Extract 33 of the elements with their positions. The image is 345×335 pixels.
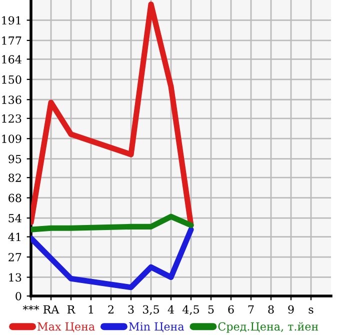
y-tick-label: 177: [2, 36, 22, 45]
x-tick-label: R: [67, 305, 76, 314]
y-tick-label: 191: [2, 16, 20, 25]
x-tick-label: 8: [268, 305, 274, 314]
y-tick-label: 150: [2, 75, 22, 84]
x-tick-label: 4,5: [182, 305, 199, 315]
x-tick-label: 9: [288, 305, 294, 314]
y-tick-label: 95: [8, 154, 22, 164]
y-tick-label: 27: [8, 252, 22, 262]
y-tick-label: 123: [2, 114, 22, 123]
y-tick-label: 68: [8, 194, 22, 202]
x-tick-label: 3: [128, 305, 134, 314]
legend-label: Сред.Цена, т.йен: [218, 322, 318, 333]
y-tick-label: 82: [8, 174, 21, 182]
y-tick-label: 136: [2, 96, 22, 104]
legend-label: Min Цена: [128, 322, 184, 332]
y-tick-label: 109: [2, 134, 22, 143]
x-tick-label: 7: [248, 305, 254, 314]
x-tick-label: 4: [168, 305, 174, 314]
x-tick-label: 1: [88, 305, 93, 314]
x-tick-label: RA: [43, 305, 60, 314]
x-tick-label: 6: [228, 305, 234, 314]
legend-label: Max Цена: [38, 322, 95, 332]
x-tick-label: ***: [22, 305, 40, 310]
x-tick-label: 5: [208, 305, 214, 314]
x-tick-label: 3,5: [143, 305, 159, 315]
y-tick-label: 41: [8, 232, 20, 242]
y-tick-label: 13: [9, 273, 22, 282]
x-tick-label: s: [308, 308, 314, 314]
x-tick-label: 2: [108, 305, 114, 314]
y-tick-label: 164: [2, 55, 22, 64]
y-tick-label: 0: [16, 292, 22, 300]
y-tick-label: 54: [8, 214, 22, 222]
